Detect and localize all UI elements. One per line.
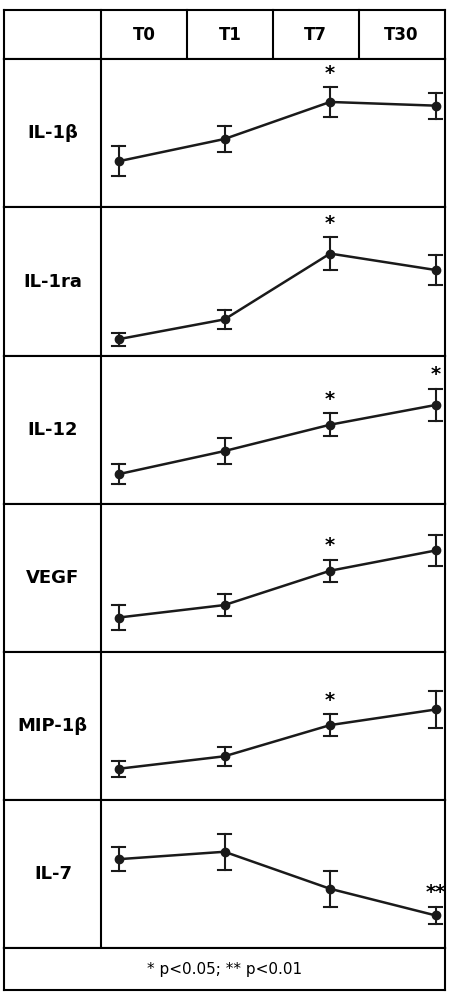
Text: T0: T0	[133, 26, 156, 44]
Text: T7: T7	[304, 26, 327, 44]
Text: T30: T30	[384, 26, 419, 44]
Text: IL-1ra: IL-1ra	[23, 273, 82, 291]
Text: IL-12: IL-12	[28, 421, 78, 439]
Text: * p<0.05; ** p<0.01: * p<0.05; ** p<0.01	[147, 962, 302, 977]
Text: IL-1β: IL-1β	[27, 124, 78, 142]
Text: *: *	[431, 365, 441, 384]
Text: **: **	[426, 883, 446, 902]
Text: *: *	[325, 390, 335, 409]
Text: *: *	[325, 536, 335, 555]
Text: MIP-1β: MIP-1β	[18, 717, 88, 735]
Text: T1: T1	[219, 26, 242, 44]
Text: *: *	[325, 691, 335, 710]
Text: VEGF: VEGF	[26, 569, 79, 587]
Text: *: *	[325, 214, 335, 233]
Text: *: *	[325, 64, 335, 83]
Text: IL-7: IL-7	[34, 865, 72, 883]
